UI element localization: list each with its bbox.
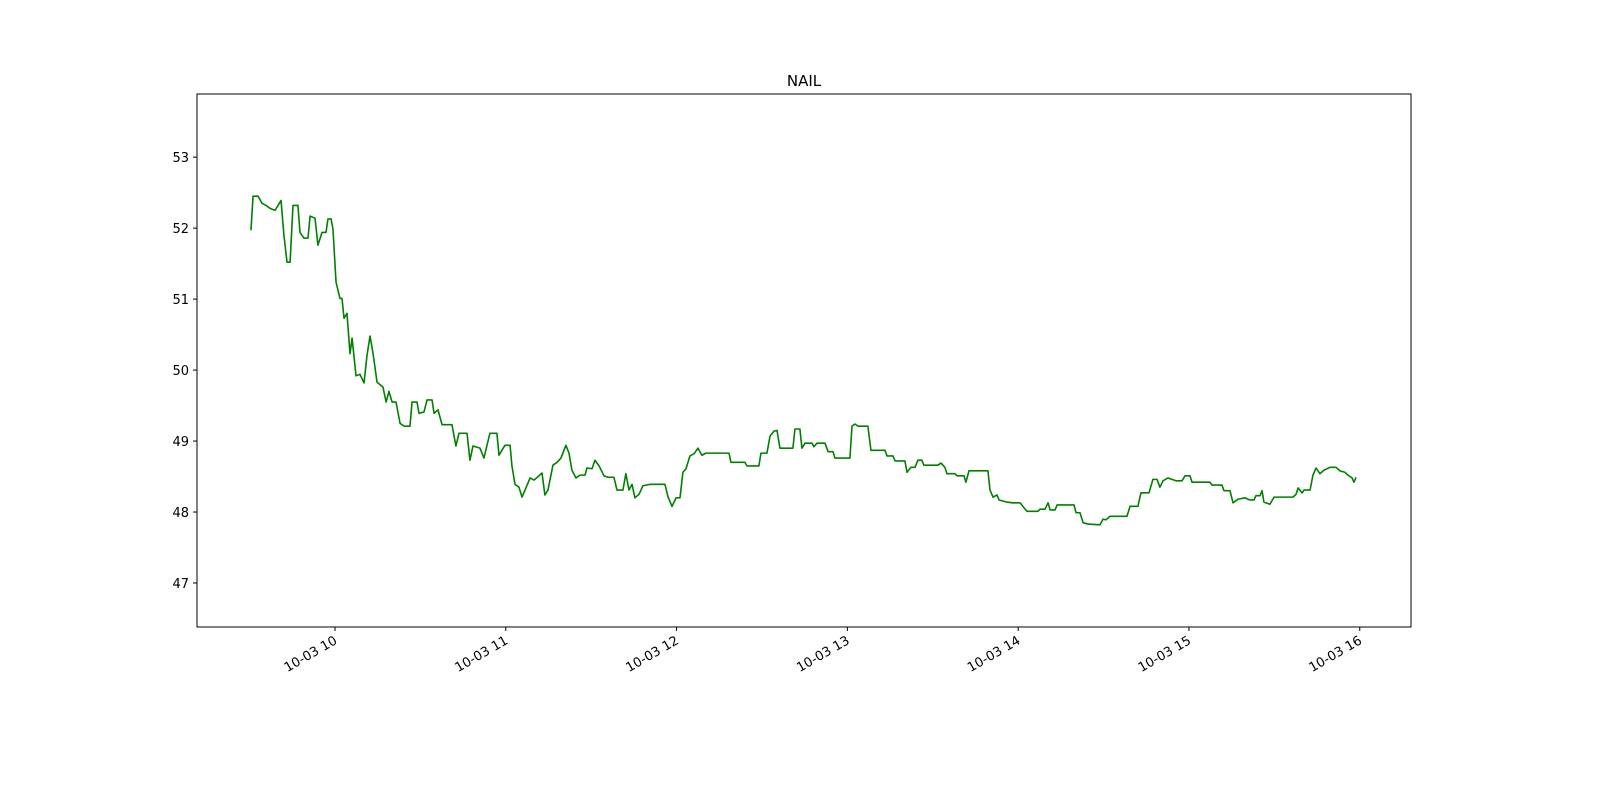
x-tick-label: 10-03 10 xyxy=(282,633,340,675)
x-tick-label: 10-03 11 xyxy=(453,633,511,675)
price-line xyxy=(250,195,1357,526)
chart-title: NAIL xyxy=(787,72,822,90)
x-tick-label: 10-03 15 xyxy=(1136,633,1194,675)
y-tick-label: 49 xyxy=(172,435,189,450)
y-tick-label: 52 xyxy=(172,222,189,237)
y-tick-label: 50 xyxy=(172,364,189,379)
y-tick-label: 47 xyxy=(172,577,189,592)
x-tick-label: 10-03 14 xyxy=(965,633,1023,675)
x-tick-label: 10-03 12 xyxy=(623,633,681,675)
x-tick-label: 10-03 16 xyxy=(1307,633,1365,675)
plot-frame xyxy=(196,93,1412,628)
y-tick-label: 48 xyxy=(172,506,189,521)
y-tick-label: 53 xyxy=(172,151,189,166)
y-tick-label: 51 xyxy=(172,293,189,308)
x-tick-label: 10-03 13 xyxy=(794,633,852,675)
